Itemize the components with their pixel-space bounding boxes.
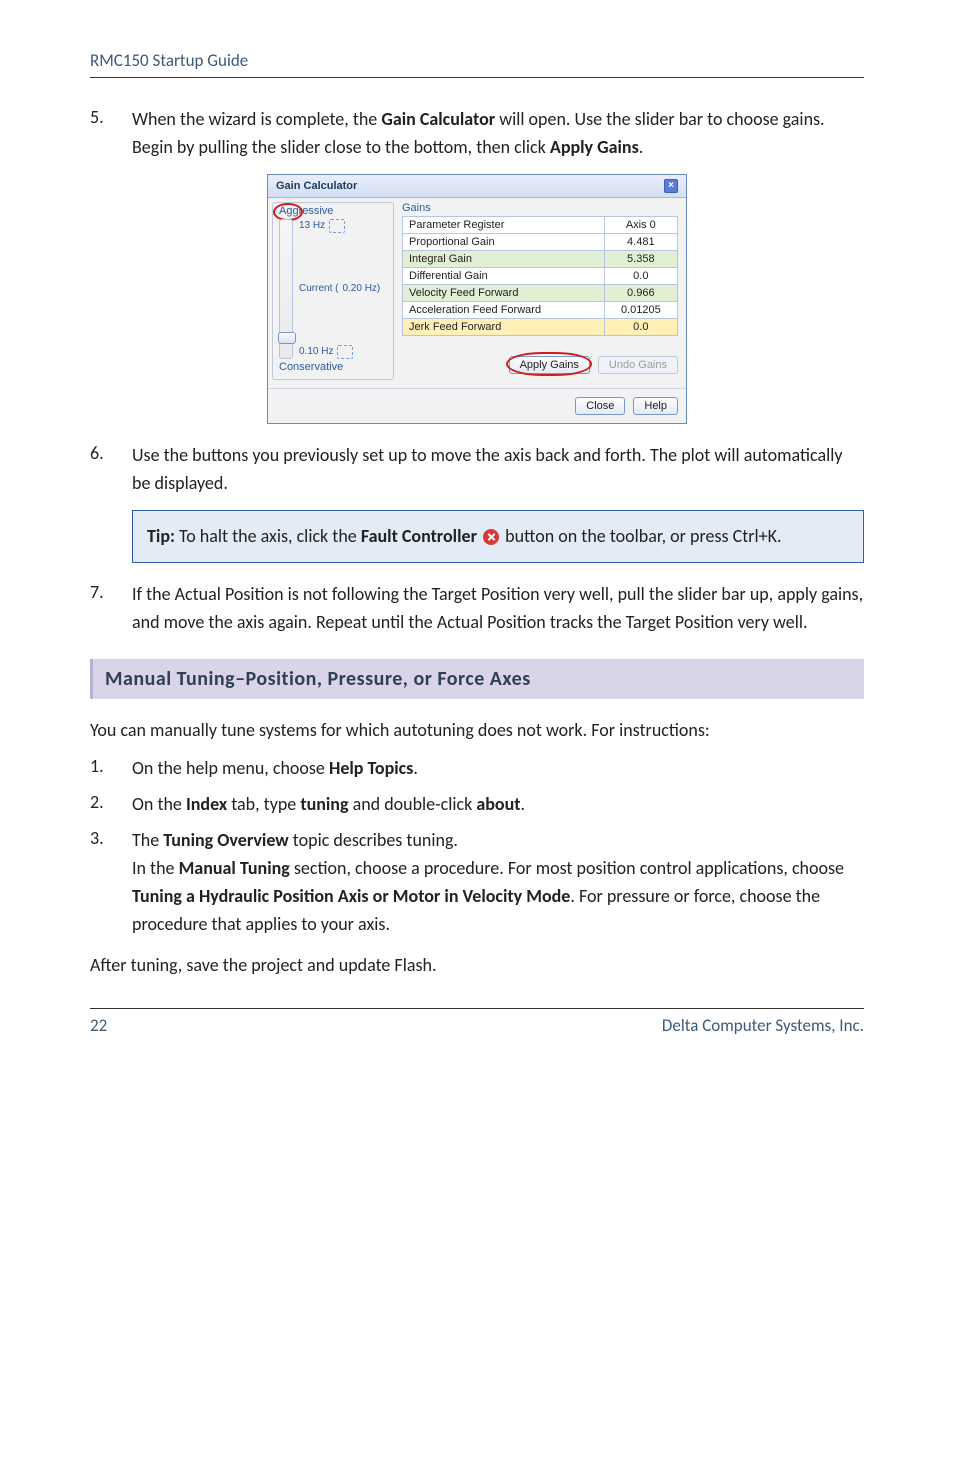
section-heading: Manual Tuning–Position, Pressure, or For… [90,659,864,699]
step-6: 6. Use the buttons you previously set up… [90,442,864,498]
tip-post: button on the toolbar, or press Ctrl+K. [501,525,781,547]
list-item-3: 3. The Tuning Overview topic describes t… [90,827,864,939]
table-row: Jerk Feed Forward0.0 [403,318,678,335]
table-row: Proportional Gain4.481 [403,233,678,250]
list-item-2: 2. On the Index tab, type tuning and dou… [90,791,864,819]
tip-bold: Fault Controller [361,525,477,547]
step-5: 5. When the wizard is complete, the Gain… [90,106,864,162]
step5-b1: Gain Calculator [381,108,495,130]
step-6-num: 6. [90,442,132,498]
intro-paragraph: You can manually tune systems for which … [90,717,864,745]
page-header: RMC150 Startup Guide [90,50,248,71]
list-item-1: 1. On the help menu, choose Help Topics. [90,755,864,783]
tick-top: 13 Hz [299,219,380,233]
table-row: Differential Gain0.0 [403,267,678,284]
step5-b2: Apply Gains [550,136,639,158]
table-row: Acceleration Feed Forward0.01205 [403,301,678,318]
slider-bot-label: Conservative [279,361,387,373]
gains-table: Parameter RegisterAxis 0 Proportional Ga… [402,216,678,336]
close-icon[interactable]: × [664,179,678,193]
step5-post: . [639,136,644,158]
slider-thumb-icon[interactable] [278,332,296,344]
table-row: Parameter RegisterAxis 0 [403,216,678,233]
gain-slider[interactable] [279,219,293,359]
step-7-body: If the Actual Position is not following … [132,581,864,637]
wave-icon [329,219,345,233]
step-7-num: 7. [90,581,132,637]
step-6-body: Use the buttons you previously set up to… [132,442,864,498]
step-5-num: 5. [90,106,132,162]
slider-top-label: Aggressive [279,205,387,217]
wave-icon [337,345,353,359]
undo-gains-button[interactable]: Undo Gains [598,356,678,374]
fault-controller-icon [483,529,499,545]
tick-bottom: 0.10 Hz [299,345,380,359]
gain-calc-screenshot: Gain Calculator × Aggressive [90,174,864,424]
tick-current: Current (0.20 Hz) [299,283,380,294]
tip-label: Tip: [147,525,175,547]
table-row: Velocity Feed Forward0.966 [403,284,678,301]
tip-pre: To halt the axis, click the [175,525,361,547]
step5-pre: When the wizard is complete, the [132,108,381,130]
page-number: 22 [90,1015,107,1036]
close-button[interactable]: Close [575,397,625,415]
table-row: Integral Gain5.358 [403,250,678,267]
help-button[interactable]: Help [633,397,678,415]
closing-paragraph: After tuning, save the project and updat… [90,952,864,980]
step-7: 7. If the Actual Position is not followi… [90,581,864,637]
gains-label: Gains [402,202,678,214]
gain-calc-title: Gain Calculator × [268,175,686,198]
gain-calc-title-text: Gain Calculator [276,180,357,192]
highlight-ellipse-icon [506,352,592,376]
footer-company: Delta Computer Systems, Inc. [662,1015,864,1036]
tip-box: Tip: To halt the axis, click the Fault C… [132,510,864,564]
step-5-body: When the wizard is complete, the Gain Ca… [132,106,864,162]
